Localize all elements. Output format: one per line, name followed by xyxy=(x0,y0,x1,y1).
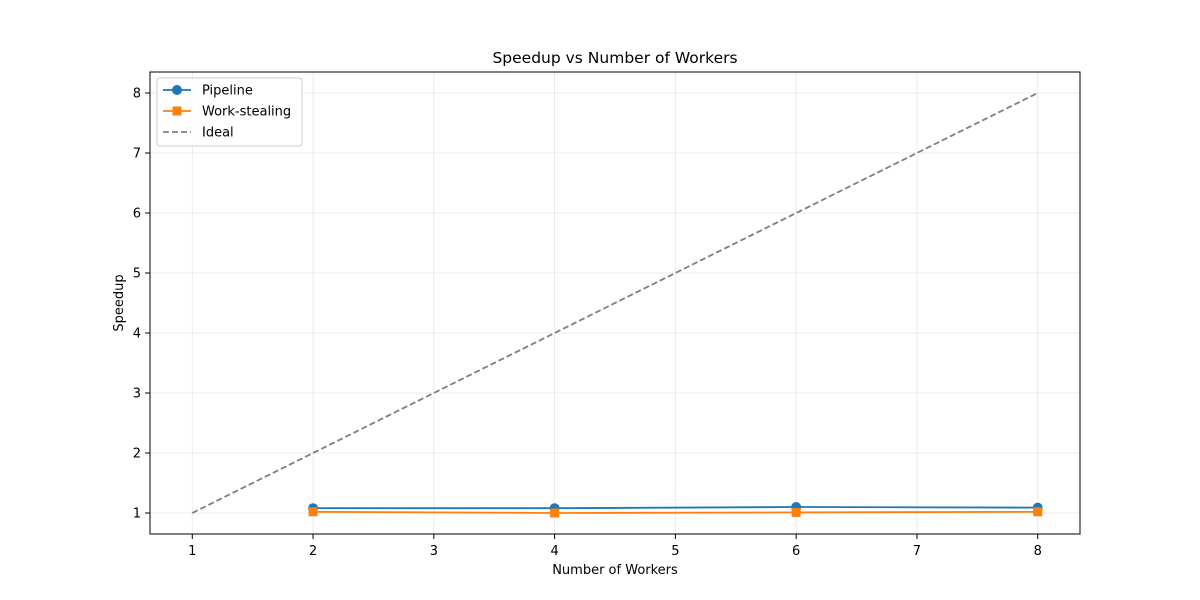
series-work-stealing xyxy=(308,507,1043,518)
series-line xyxy=(313,510,1038,514)
x-tick-label: 2 xyxy=(309,544,317,559)
y-tick-label: 7 xyxy=(133,147,141,162)
axis-ticks: 1 2 3 4 5 6 7 8 1 2 3 4 5 6 7 8 xyxy=(133,87,1042,560)
x-tick-label: 7 xyxy=(913,544,921,559)
legend-marker xyxy=(172,85,182,95)
series-layer xyxy=(191,92,1043,518)
legend: Pipeline Work-stealing Ideal xyxy=(156,77,303,147)
legend-item: Pipeline xyxy=(163,84,253,99)
legend-box xyxy=(156,77,303,147)
chart-title: Speedup vs Number of Workers xyxy=(492,49,737,67)
y-tick-label: 6 xyxy=(133,207,141,222)
y-axis-label: Speedup xyxy=(112,274,127,331)
series-ideal xyxy=(191,92,1039,514)
x-tick-label: 8 xyxy=(1034,544,1042,559)
plot-frame xyxy=(149,71,1081,535)
data-point xyxy=(550,508,560,518)
y-tick-label: 2 xyxy=(133,447,141,462)
legend-item: Ideal xyxy=(163,126,234,141)
legend-label: Ideal xyxy=(202,126,234,141)
x-tick-label: 6 xyxy=(792,544,800,559)
y-tick-label: 4 xyxy=(133,327,141,342)
legend-label: Work-stealing xyxy=(202,105,291,120)
x-axis-label: Number of Workers xyxy=(552,563,678,578)
data-point xyxy=(1033,507,1043,517)
series-line xyxy=(313,506,1038,510)
x-tick-label: 5 xyxy=(671,544,679,559)
y-tick-label: 5 xyxy=(133,267,141,282)
data-point xyxy=(791,507,801,517)
legend-label: Pipeline xyxy=(202,84,253,99)
data-point xyxy=(308,507,318,517)
x-tick-label: 4 xyxy=(550,544,558,559)
series-line xyxy=(191,92,1039,514)
y-tick-label: 3 xyxy=(133,387,141,402)
x-tick-label: 1 xyxy=(188,544,196,559)
y-tick-label: 8 xyxy=(133,87,141,102)
y-tick-label: 1 xyxy=(133,507,141,522)
legend-marker xyxy=(172,106,182,116)
x-tick-label: 3 xyxy=(430,544,438,559)
legend-item: Work-stealing xyxy=(163,105,291,120)
grid-lines xyxy=(150,72,1080,534)
